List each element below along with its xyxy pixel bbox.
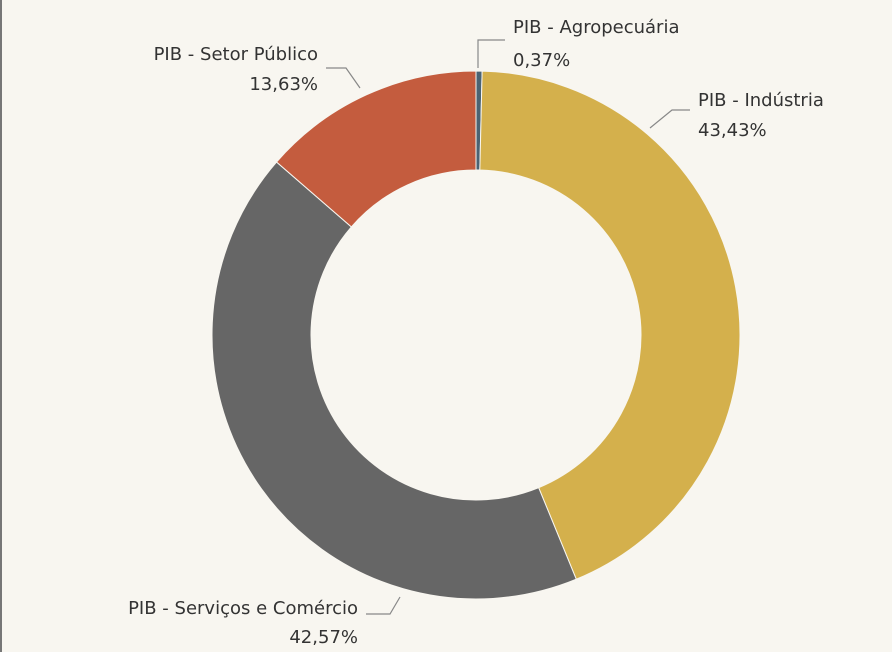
slice xyxy=(275,70,477,228)
slice-name: PIB - Agropecuária xyxy=(513,17,679,38)
slice-name: PIB - Setor Público xyxy=(154,44,318,65)
leader-line xyxy=(326,67,361,89)
slices xyxy=(211,70,741,600)
slice-value: 42,57% xyxy=(289,627,358,648)
leader-line xyxy=(649,109,690,129)
slice-value: 43,43% xyxy=(698,120,767,141)
slice-name: PIB - Serviços e Comércio xyxy=(128,598,358,619)
slice-value: 0,37% xyxy=(513,50,570,71)
leader-line xyxy=(477,39,505,68)
slice-value: 13,63% xyxy=(249,74,318,95)
slice xyxy=(211,161,577,600)
leader-line xyxy=(366,596,401,615)
slice-name: PIB - Indústria xyxy=(698,90,824,111)
slice xyxy=(479,70,741,580)
